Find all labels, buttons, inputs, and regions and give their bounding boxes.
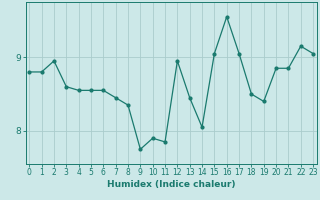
X-axis label: Humidex (Indice chaleur): Humidex (Indice chaleur) bbox=[107, 180, 236, 189]
